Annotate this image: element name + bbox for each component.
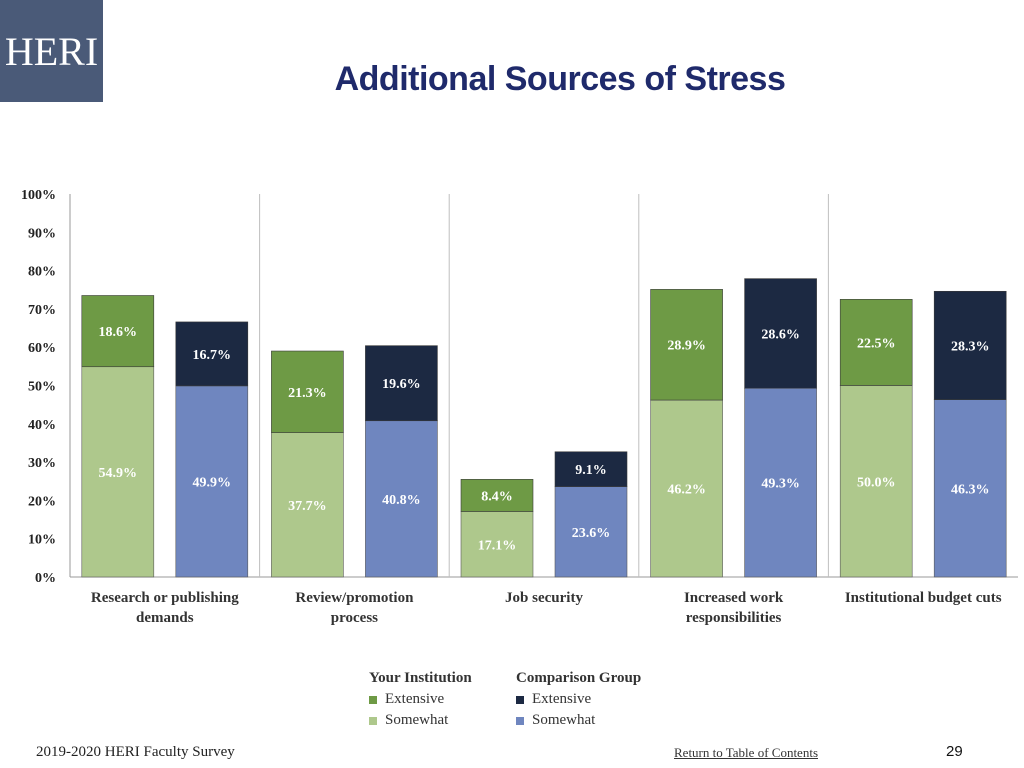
bar-inst-extensive xyxy=(271,350,344,433)
x-category-label: Job security xyxy=(505,590,583,606)
data-label-comp-extensive: 16.7% xyxy=(193,348,232,363)
x-category-label: responsibilities xyxy=(686,610,782,626)
bar-inst-somewhat xyxy=(81,366,155,578)
y-tick-label: 30% xyxy=(28,456,56,471)
data-label-inst-somewhat: 50.0% xyxy=(857,475,896,490)
page-number: 29 xyxy=(946,743,963,760)
data-label-comp-extensive: 19.6% xyxy=(382,377,421,392)
y-tick-label: 80% xyxy=(28,265,56,280)
x-category-label: process xyxy=(331,610,378,626)
legend-item-inst-somewhat: Somewhat xyxy=(369,710,472,731)
legend-swatch-comp-extensive xyxy=(516,695,524,704)
data-label-comp-extensive: 9.1% xyxy=(575,463,607,478)
legend-item-comp-somewhat: Somewhat xyxy=(516,710,641,731)
data-label-inst-extensive: 18.6% xyxy=(99,325,138,340)
legend-title-comparison-group: Comparison Group xyxy=(516,670,642,686)
bar-comp-extensive xyxy=(554,451,628,487)
bar-comp-somewhat xyxy=(365,420,438,578)
bar-comp-somewhat xyxy=(554,486,628,578)
data-label-inst-somewhat: 37.7% xyxy=(288,499,327,514)
data-label-comp-extensive: 28.3% xyxy=(951,339,990,354)
bar-inst-somewhat xyxy=(650,399,723,578)
bar-inst-somewhat xyxy=(271,432,344,578)
data-label-inst-extensive: 21.3% xyxy=(288,386,327,401)
y-tick-label: 20% xyxy=(28,494,56,509)
y-tick-label: 10% xyxy=(28,533,56,548)
legend-swatch-inst-somewhat xyxy=(369,716,377,725)
stacked-bar-chart: 0% 10% 20% 30% 40% 50% 60% 70% 80% 90% 100% 54.9% 18… xyxy=(21,188,1018,626)
bar-comp-extensive xyxy=(175,321,249,387)
bar-comp-somewhat xyxy=(175,385,249,578)
y-tick-label: 90% xyxy=(28,226,56,241)
data-label-comp-somewhat: 46.3% xyxy=(951,482,990,497)
legend-item-inst-extensive: Extensive xyxy=(369,689,472,710)
y-tick-label: 70% xyxy=(28,303,56,318)
bar-inst-extensive xyxy=(81,295,155,368)
x-category-label: Research or publishing xyxy=(91,590,239,606)
legend-swatch-comp-somewhat xyxy=(516,716,524,725)
data-label-inst-somewhat: 17.1% xyxy=(478,538,517,553)
bar-comp-somewhat xyxy=(744,387,817,578)
legend-label-inst-extensive: Extensive xyxy=(385,691,445,707)
legend-item-comp-extensive: Extensive xyxy=(516,689,641,710)
bar-comp-extensive xyxy=(933,290,1007,400)
bar-inst-extensive xyxy=(460,479,534,512)
bar-inst-somewhat xyxy=(839,385,913,578)
data-label-inst-extensive: 8.4% xyxy=(481,489,513,504)
legend-title-your-institution: Your Institution xyxy=(369,670,472,686)
y-tick-label: 0% xyxy=(35,571,56,586)
heri-logo: HERI xyxy=(0,0,103,102)
page-title: Additional Sources of Stress xyxy=(334,60,786,98)
data-label-comp-somewhat: 49.3% xyxy=(761,477,800,492)
legend-label-inst-somewhat: Somewhat xyxy=(385,712,449,728)
y-tick-label: 40% xyxy=(28,418,56,433)
logo-text: HERI xyxy=(4,28,99,74)
x-category-label: demands xyxy=(136,610,194,626)
x-category-label: Review/promotion xyxy=(295,590,414,606)
legend-label-comp-somewhat: Somewhat xyxy=(532,712,596,728)
data-label-inst-somewhat: 46.2% xyxy=(667,483,706,498)
bar-inst-extensive xyxy=(650,289,723,401)
bar-comp-somewhat xyxy=(933,399,1007,578)
bar-inst-somewhat xyxy=(460,511,534,578)
y-tick-label: 100% xyxy=(21,188,56,203)
legend-label-comp-extensive: Extensive xyxy=(532,691,592,707)
data-label-comp-somewhat: 49.9% xyxy=(193,475,232,490)
data-label-inst-extensive: 22.5% xyxy=(857,336,896,351)
return-to-toc-link[interactable]: Return to Table of Contents xyxy=(674,745,818,760)
y-tick-label: 60% xyxy=(28,341,56,356)
x-category-label: Institutional budget cuts xyxy=(845,590,1002,606)
data-label-comp-somewhat: 23.6% xyxy=(572,526,611,541)
bar-comp-extensive xyxy=(744,278,817,389)
legend-swatch-inst-extensive xyxy=(369,695,377,704)
footer-survey-name: 2019-2020 HERI Faculty Survey xyxy=(36,744,235,760)
data-label-inst-somewhat: 54.9% xyxy=(99,466,138,481)
bar-inst-extensive xyxy=(839,299,913,386)
bar-comp-extensive xyxy=(365,345,438,422)
y-tick-label: 50% xyxy=(28,380,56,395)
data-label-comp-somewhat: 40.8% xyxy=(382,493,421,508)
data-label-comp-extensive: 28.6% xyxy=(761,327,800,342)
data-label-inst-extensive: 28.9% xyxy=(667,339,706,354)
legend-your-institution: Your Institution Extensive Somewhat xyxy=(369,670,472,731)
legend-comparison-group: Comparison Group Extensive Somewhat xyxy=(516,670,641,731)
x-category-label: Increased work xyxy=(684,590,784,606)
